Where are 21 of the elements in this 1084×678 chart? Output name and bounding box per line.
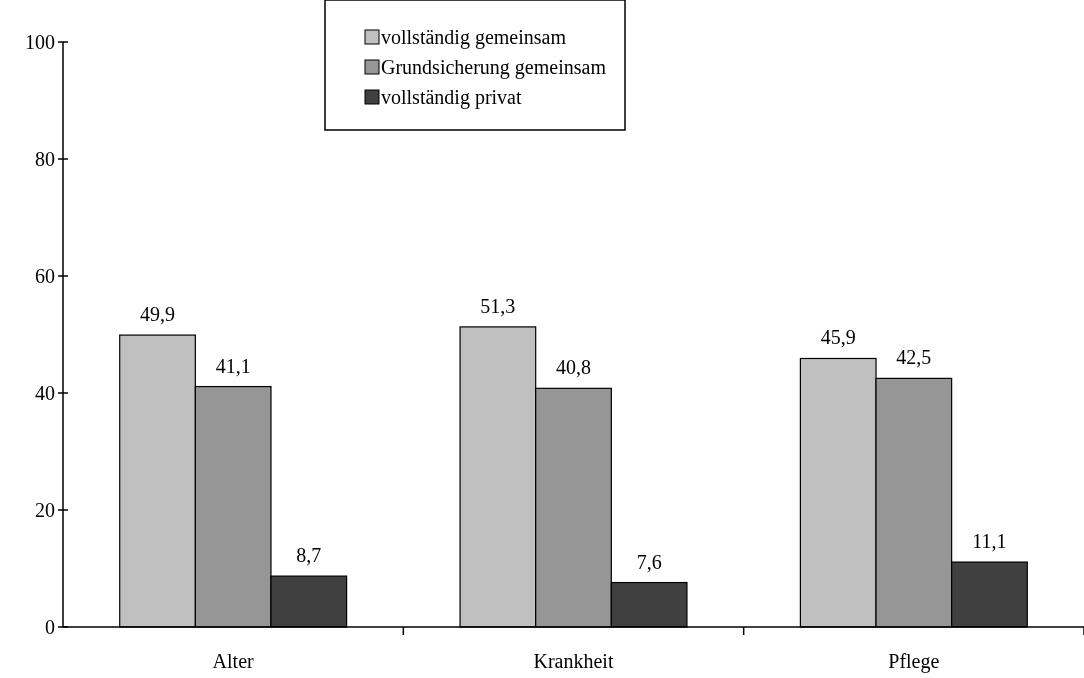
y-tick-label: 40 [35,382,55,404]
x-tick-label: Alter [212,650,255,672]
data-label: 41,1 [215,354,251,377]
y-tick-label: 100 [25,31,55,53]
data-label: 40,8 [556,356,591,379]
data-label: 45,9 [820,326,856,349]
data-label: 51,3 [480,294,516,317]
data-label: 7,6 [636,550,662,573]
y-tick-label: 80 [35,148,55,170]
legend-label: vollständig gemeinsam [381,26,567,49]
x-tick-label: Pflege [888,650,940,673]
y-tick-label: 0 [45,616,55,638]
y-tick-label: 20 [35,499,55,521]
data-label: 42,5 [896,346,932,369]
x-tick-label: Krankheit [533,650,614,672]
y-tick-label: 60 [35,265,55,287]
legend-label: vollständig privat [381,86,522,109]
legend-label: Grundsicherung gemeinsam [381,56,607,79]
data-label: 8,7 [296,544,322,567]
data-label: 11,1 [972,530,1007,553]
data-label: 49,9 [140,303,176,326]
